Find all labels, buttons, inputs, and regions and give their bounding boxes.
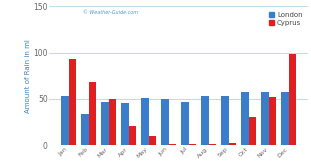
Bar [221,96,229,145]
Bar [89,82,96,145]
Bar [281,92,289,145]
Bar [241,92,249,145]
Bar [161,99,169,145]
Bar [201,96,209,145]
Bar [261,92,269,145]
Bar [69,59,76,145]
Legend: London, Cyprus: London, Cyprus [267,10,305,28]
Bar [229,143,236,145]
Bar [81,114,89,145]
Text: © Weather-Guide.com: © Weather-Guide.com [83,10,138,15]
Bar [169,144,176,145]
Bar [209,144,216,145]
Bar [141,98,149,145]
Bar [181,102,189,145]
Y-axis label: Amount of Rain in ml: Amount of Rain in ml [25,39,30,113]
Bar [61,96,69,145]
Bar [101,102,109,145]
Bar [121,103,129,145]
Bar [289,54,296,145]
Bar [269,97,276,145]
Bar [109,99,116,145]
Bar [189,144,196,145]
Bar [149,136,156,145]
Bar [249,117,256,145]
Bar [129,126,136,145]
